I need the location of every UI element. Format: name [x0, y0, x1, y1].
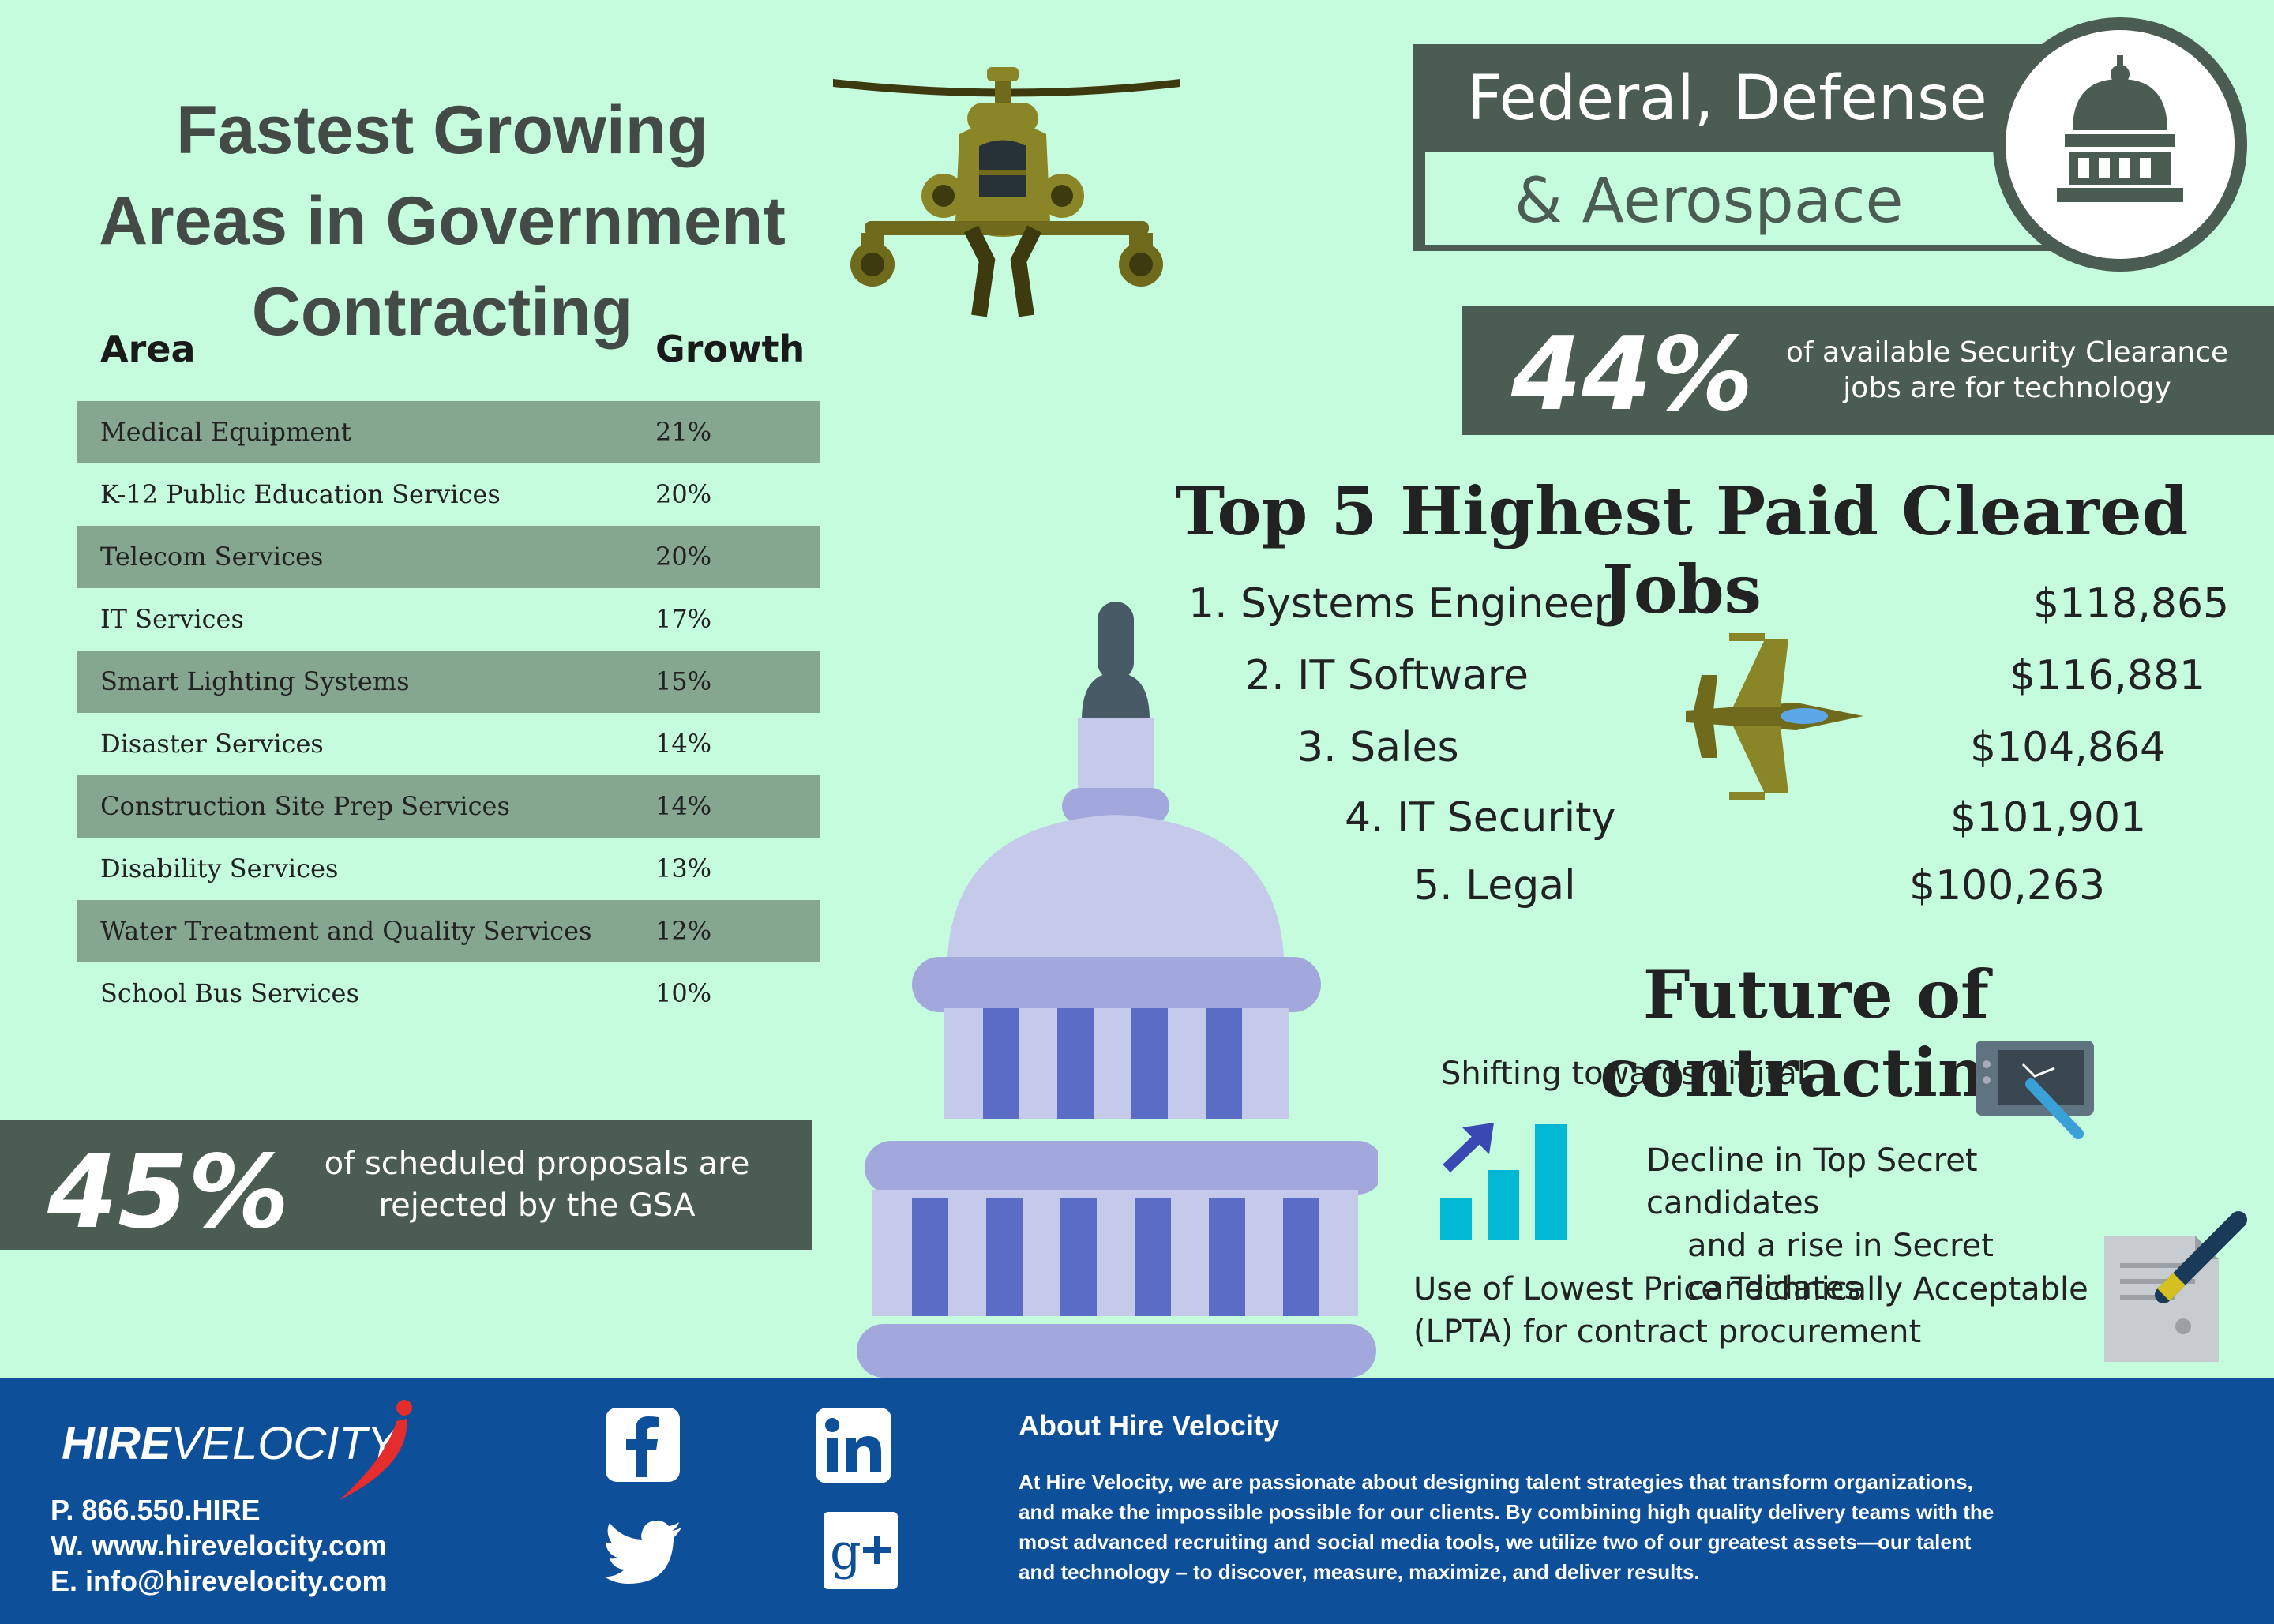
future-item-lpta-line-1: Use of Lowest Price Technically Acceptab…	[1413, 1271, 2088, 1307]
stat-45-line-1: of scheduled proposals are	[324, 1146, 750, 1182]
stat-45-banner: 45% of scheduled proposals are rejected …	[0, 1120, 812, 1251]
google-plus-icon[interactable]: g	[824, 1512, 898, 1589]
title-line-2: Areas in Government	[99, 183, 786, 259]
helicopter-icon	[833, 67, 1180, 317]
about-line: and technology – to discover, measure, m…	[1019, 1560, 1700, 1584]
table-row: Smart Lighting Systems 15%	[77, 651, 820, 713]
area-cell: Construction Site Prep Services	[100, 791, 510, 821]
future-item-candidates-line-1: Decline in Top Secret candidates	[1646, 1142, 1978, 1221]
growth-cell: 20%	[655, 542, 712, 572]
svg-text:g: g	[830, 1523, 861, 1581]
contact-info: P. 866.550.HIRE W. www.hirevelocity.com …	[51, 1492, 388, 1599]
contact-website[interactable]: W. www.hirevelocity.com	[51, 1529, 388, 1562]
stat-44-value: 44%	[1511, 316, 1754, 433]
stat-44-text: of available Security Clearance jobs are…	[1778, 335, 2236, 406]
title-line-1: Fastest Growing	[176, 92, 708, 168]
area-cell: School Bus Services	[100, 978, 359, 1008]
document-pen-icon	[2104, 1211, 2247, 1362]
area-cell: K-12 Public Education Services	[100, 479, 501, 509]
future-item-candidates-line-2: and a rise in Secret candidates	[1687, 1228, 1994, 1307]
job-salary: $104,864	[1970, 724, 2167, 771]
federal-header-inner	[1425, 152, 2053, 245]
future-item-lpta: Use of Lowest Price Technically Acceptab…	[1413, 1268, 2088, 1353]
logo-velocity: VELOCITY	[171, 1418, 398, 1469]
twitter-icon[interactable]	[604, 1520, 683, 1586]
table-row: Disability Services 13%	[77, 838, 820, 900]
facebook-icon[interactable]	[606, 1408, 680, 1482]
table-row: Disaster Services 14%	[77, 713, 820, 775]
growth-cell: 20%	[655, 479, 712, 509]
area-cell: Medical Equipment	[100, 417, 351, 447]
stat-44-line-1: of available Security Clearance	[1785, 336, 2229, 369]
stat-45-value: 45%	[47, 1134, 290, 1251]
about-line: and make the impossible possible for our…	[1019, 1500, 1994, 1524]
logo-hire: HIRE	[62, 1418, 171, 1469]
federal-title-line-2: & Aerospace	[1514, 166, 1904, 237]
job-name: 4. IT Security	[1345, 794, 1616, 842]
stat-45-line-2: rejected by the GSA	[378, 1187, 696, 1224]
job-salary: $118,865	[2033, 580, 2230, 628]
tablet-pen-icon	[1976, 1041, 2094, 1139]
page-title: Fastest Growing Areas in Government Cont…	[63, 85, 821, 358]
job-name: 1. Systems Engineer	[1188, 580, 1612, 628]
footer: HIREVELOCITY P. 866.550.HIRE W. www.hire…	[0, 1378, 2274, 1624]
growth-cell: 17%	[655, 604, 712, 634]
table-row: K-12 Public Education Services 20%	[77, 463, 820, 526]
area-cell: Water Treatment and Quality Services	[100, 916, 592, 946]
area-cell: IT Services	[100, 604, 244, 634]
table-row: Medical Equipment 21%	[77, 401, 820, 463]
job-name: 5. Legal	[1413, 862, 1576, 910]
growth-bars-icon	[1440, 1123, 1567, 1240]
table-row: Telecom Services 20%	[77, 526, 820, 588]
linkedin-icon[interactable]	[816, 1408, 891, 1483]
future-item-digital: Shifting towards digital	[1441, 1056, 1806, 1092]
table-row: IT Services 17%	[77, 588, 820, 651]
growth-cell: 15%	[655, 666, 712, 696]
growth-cell: 10%	[655, 978, 712, 1008]
about-line: most advanced recruiting and social medi…	[1019, 1530, 1972, 1554]
stat-45-text: of scheduled proposals are rejected by t…	[316, 1143, 758, 1227]
future-item-candidates: Decline in Top Secret candidates and a r…	[1646, 1139, 2160, 1310]
stat-44-banner: 44% of available Security Clearance jobs…	[1462, 306, 2274, 435]
area-cell: Smart Lighting Systems	[100, 666, 410, 696]
table-row: Water Treatment and Quality Services 12%	[77, 900, 820, 962]
contact-email[interactable]: E. info@hirevelocity.com	[51, 1565, 388, 1597]
job-name: 3. Sales	[1297, 724, 1459, 771]
capitol-icon	[2057, 55, 2183, 202]
job-salary: $100,263	[1909, 862, 2106, 910]
column-header-growth: Growth	[655, 328, 805, 370]
logo-swoosh-icon	[340, 1400, 412, 1500]
capitol-dome-illustration	[857, 602, 1378, 1378]
growth-cell: 21%	[655, 417, 712, 447]
hire-velocity-logo[interactable]: HIREVELOCITY	[62, 1417, 397, 1470]
area-cell: Disability Services	[100, 853, 339, 883]
stat-44-line-2: jobs are for technology	[1843, 372, 2171, 404]
about-text: At Hire Velocity, we are passionate abou…	[1019, 1467, 2148, 1587]
growth-cell: 14%	[655, 791, 712, 821]
column-header-area: Area	[100, 328, 196, 370]
area-cell: Disaster Services	[100, 729, 324, 759]
job-name: 2. IT Software	[1245, 652, 1529, 699]
table-row: Construction Site Prep Services 14%	[77, 775, 820, 838]
top5-title: Top 5 Highest Paid Cleared Jobs	[1175, 472, 2189, 628]
future-item-lpta-line-2: (LPTA) for contract procurement	[1413, 1314, 1922, 1350]
about-title: About Hire Velocity	[1019, 1409, 1280, 1442]
job-salary: $116,881	[2009, 652, 2206, 699]
future-title: Future of contracting	[1600, 955, 2032, 1112]
federal-title-line-1: Federal, Defense	[1467, 63, 1987, 134]
about-line: At Hire Velocity, we are passionate abou…	[1019, 1470, 1973, 1494]
table-row: School Bus Services 10%	[77, 962, 820, 1025]
growth-cell: 14%	[655, 729, 712, 759]
area-cell: Telecom Services	[100, 542, 324, 572]
contact-phone[interactable]: P. 866.550.HIRE	[51, 1494, 261, 1526]
job-salary: $101,901	[1950, 794, 2147, 842]
growth-cell: 13%	[655, 853, 712, 883]
title-line-3: Contracting	[251, 274, 633, 350]
fighter-jet-icon	[1686, 633, 1863, 800]
growth-cell: 12%	[655, 916, 712, 946]
